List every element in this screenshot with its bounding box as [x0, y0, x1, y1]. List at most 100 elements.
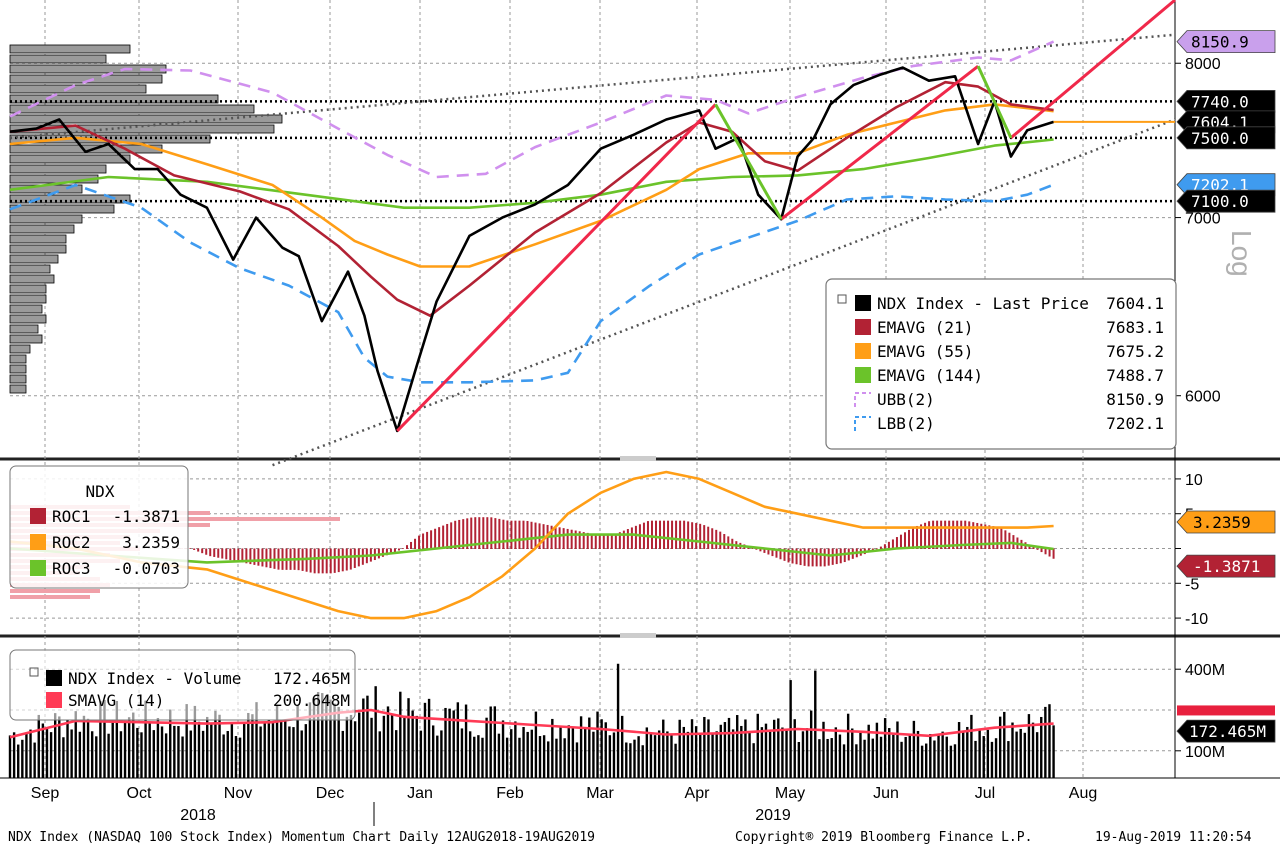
- price-tick-label: 8000: [1185, 56, 1221, 73]
- roc1-bar: [787, 548, 790, 563]
- roc1-bar: [430, 530, 433, 549]
- roc1-bar: [775, 548, 778, 558]
- series-line-roc2: [9, 470, 1054, 620]
- roc1-bar: [1040, 548, 1043, 553]
- volume-bar: [259, 726, 262, 778]
- volume-bar: [768, 731, 772, 778]
- volume-bar: [559, 727, 562, 778]
- roc1-bar: [570, 529, 573, 549]
- volume-bar: [953, 744, 957, 778]
- roc1-bar: [703, 525, 706, 549]
- price-tag-label: 7100.0: [1191, 192, 1249, 211]
- roc1-bar: [594, 534, 597, 549]
- roc1-bar: [490, 517, 493, 549]
- vbp-bar: [9, 354, 27, 364]
- price-tag: 7740.0: [1176, 90, 1276, 113]
- roc1-bar: [839, 548, 842, 564]
- roc1-bar: [225, 548, 228, 560]
- roc1-bar: [422, 533, 425, 549]
- roc1-bar: [309, 548, 312, 573]
- volume-bar: [386, 706, 390, 778]
- x-tick-label: Aug: [1069, 785, 1097, 802]
- volume-bar: [834, 727, 838, 778]
- roc1-bar: [249, 548, 252, 565]
- series-line-smavg-14: [9, 708, 1054, 739]
- footer-copyright: Copyright® 2019 Bloomberg Finance L.P.: [735, 830, 1033, 845]
- volume-bar: [682, 726, 686, 778]
- volume-bar: [275, 705, 279, 778]
- volume-bar: [1003, 711, 1006, 778]
- roc1-bar: [329, 548, 332, 574]
- roc-legend-label: ROC3: [52, 559, 91, 578]
- splitter-handle: [620, 633, 656, 638]
- vbp-bar: [9, 234, 67, 244]
- roc1-bar: [446, 523, 449, 549]
- roc1-bar: [948, 520, 951, 549]
- roc1-bar: [671, 520, 674, 549]
- roc1-bar: [578, 531, 581, 549]
- roc1-bar: [916, 525, 919, 549]
- volume-bars: [8, 663, 1055, 778]
- volume-bar: [579, 716, 583, 778]
- volume-bar: [1023, 732, 1027, 778]
- price-tag-bg: [1176, 30, 1276, 54]
- volume-bar: [604, 722, 607, 778]
- roc1-bar: [241, 548, 244, 563]
- volume-bar: [851, 728, 854, 778]
- roc-tick-label: -5: [1185, 576, 1199, 593]
- volume-bar: [218, 714, 221, 778]
- roc1-bar: [807, 548, 810, 567]
- roc1-bar: [205, 548, 208, 555]
- roc1-bars: [173, 517, 1055, 574]
- roc1-bar: [313, 548, 316, 574]
- volume-bar: [719, 724, 722, 778]
- roc1-bar: [650, 520, 653, 549]
- volume-price-tag: 172.465M: [1176, 719, 1276, 743]
- volume-bar: [551, 718, 554, 778]
- roc1-bar: [1032, 547, 1035, 549]
- volume-bar: [267, 719, 271, 778]
- volume-bar: [251, 714, 254, 778]
- roc1-bar: [924, 522, 927, 549]
- roc-legend-value: -1.3871: [113, 507, 180, 526]
- series-line-ndx-index-last-price: [9, 66, 1054, 433]
- roc1-bar: [385, 548, 388, 556]
- volume-bar: [481, 737, 484, 778]
- roc1-bar: [972, 522, 975, 549]
- volume-bar: [103, 700, 106, 778]
- roc1-bar: [795, 548, 798, 565]
- volume-bar: [666, 731, 669, 778]
- x-tick-label: May: [775, 785, 805, 802]
- x-tick-label: Sep: [31, 785, 60, 802]
- dotted-trend-line: [272, 118, 1176, 467]
- volume-bar: [933, 740, 936, 778]
- volume-bar: [234, 736, 238, 778]
- roc1-bar: [317, 548, 320, 574]
- volume-bar: [736, 715, 739, 778]
- volume-bar: [1052, 725, 1055, 778]
- volume-bar: [403, 715, 406, 778]
- roc1-bar: [887, 541, 890, 549]
- roc1-bar: [940, 520, 943, 549]
- roc1-bar: [410, 541, 413, 549]
- roc1-bar: [634, 525, 637, 549]
- volume-bar: [571, 727, 575, 778]
- volume-bar: [662, 719, 665, 778]
- volume-bar: [21, 739, 24, 778]
- roc1-bar: [827, 548, 830, 566]
- volume-bar: [715, 731, 718, 778]
- vbp-bar: [9, 304, 43, 314]
- volume-bar: [526, 731, 529, 778]
- volume-bar: [238, 737, 242, 778]
- vbp-bar: [9, 224, 75, 234]
- volume-bar: [316, 692, 320, 778]
- volume-bar: [296, 705, 299, 778]
- volume-bar: [230, 722, 234, 778]
- volume-bar: [772, 719, 776, 778]
- volume-bar: [970, 714, 973, 778]
- volume-bar: [82, 715, 86, 778]
- volume-bar: [321, 693, 324, 778]
- volume-bar: [1040, 716, 1043, 778]
- roc1-bar: [381, 548, 384, 557]
- volume-bar: [185, 704, 188, 778]
